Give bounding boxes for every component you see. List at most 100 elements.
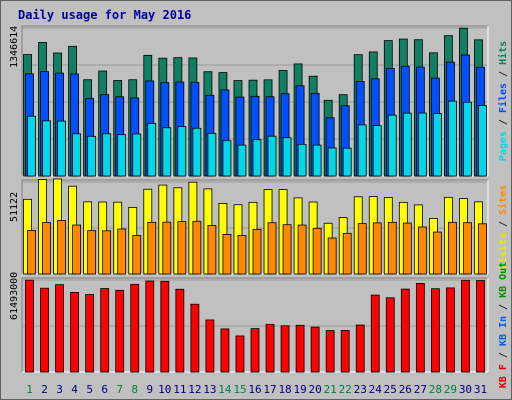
x-tick-label-day-16: 16: [248, 383, 261, 396]
bar-pages-day-8: [132, 133, 142, 177]
bar-kb-f-day-8: [130, 283, 140, 373]
legend-entry: /: [498, 65, 509, 83]
bar-pages-day-3: [57, 120, 66, 177]
x-tick-label-day-26: 26: [399, 383, 412, 396]
legend-entry: Files: [497, 83, 509, 113]
bar-pages-day-21: [327, 147, 337, 177]
bar-pages-day-25: [387, 114, 397, 177]
bar-sites-day-29: [448, 221, 457, 275]
bar-pages-day-12: [192, 127, 202, 177]
bar-kb-f-day-6: [100, 288, 110, 373]
bar-kb-f-day-21: [325, 330, 335, 373]
bar-kb-f-day-16: [250, 328, 260, 373]
bar-kb-f-day-30: [461, 279, 470, 373]
bar-sites-day-14: [222, 234, 232, 275]
x-tick-label-day-14: 14: [218, 383, 232, 396]
x-tick-label-day-31: 31: [474, 383, 487, 396]
bar-pages-day-23: [357, 124, 367, 177]
bar-sites-day-26: [402, 222, 412, 275]
x-tick-label-day-20: 20: [309, 383, 322, 396]
bar-pages-day-22: [342, 147, 352, 177]
x-tick-label-day-10: 10: [158, 383, 171, 396]
legend-bottom: KB F / KB In / KB Out: [498, 262, 509, 388]
x-tick-label-day-7: 7: [116, 383, 123, 396]
bar-kb-f-day-26: [400, 288, 410, 373]
x-tick-label-day-9: 9: [146, 383, 153, 396]
bar-pages-day-17: [267, 135, 277, 177]
bar-pages-day-16: [252, 139, 262, 177]
bar-sites-day-31: [478, 223, 487, 275]
bar-kb-f-day-25: [385, 297, 395, 373]
x-tick-label-day-28: 28: [429, 383, 442, 396]
x-tick-label-day-4: 4: [71, 383, 78, 396]
bar-pages-day-13: [207, 132, 217, 177]
series-pages: [27, 100, 487, 177]
axis-max-label-top: 1346614: [9, 26, 20, 68]
bar-kb-f-day-23: [355, 324, 365, 373]
bar-sites-day-3: [57, 220, 66, 275]
bar-pages-day-5: [87, 135, 97, 177]
bar-sites-day-27: [417, 226, 427, 275]
legend-entry: Sites: [497, 185, 509, 215]
bar-kb-f-day-18: [280, 325, 290, 373]
bar-pages-day-6: [102, 133, 112, 177]
bar-sites-day-19: [297, 224, 307, 275]
bar-pages-day-9: [147, 122, 157, 177]
bar-sites-day-28: [432, 231, 442, 275]
bar-kb-f-day-4: [70, 292, 80, 373]
x-tick-label-day-22: 22: [339, 383, 352, 396]
x-tick-label-day-29: 29: [444, 383, 457, 396]
x-tick-label-day-11: 11: [173, 383, 186, 396]
bar-sites-day-15: [237, 235, 247, 275]
bar-sites-day-16: [252, 228, 262, 275]
bar-pages-day-31: [478, 105, 487, 177]
x-tick-label-day-2: 2: [41, 383, 48, 396]
bar-sites-day-12: [192, 220, 202, 275]
bar-kb-f-day-20: [310, 326, 320, 373]
x-tick-label-day-6: 6: [101, 383, 108, 396]
bar-sites-day-9: [147, 221, 157, 275]
x-tick-label-day-27: 27: [414, 383, 427, 396]
series-sites: [27, 220, 487, 275]
bar-pages-day-2: [42, 120, 51, 177]
bar-kb-f-day-28: [430, 288, 440, 373]
x-tick-label-day-24: 24: [369, 383, 383, 396]
bar-kb-f-day-1: [25, 279, 34, 373]
bar-pages-day-19: [297, 143, 307, 177]
legend-entry: Visits: [497, 233, 509, 269]
bar-kb-f-day-10: [160, 280, 170, 373]
panel-middle: 51122 Visits / Sites: [9, 178, 509, 275]
bar-kb-f-day-29: [446, 287, 455, 373]
bar-kb-f-day-31: [476, 280, 485, 373]
legend-entry: /: [498, 215, 509, 233]
legend-entry: Hits: [497, 41, 509, 65]
legend-middle: Visits / Sites: [497, 185, 509, 269]
bar-pages-day-30: [463, 101, 472, 177]
bar-sites-day-18: [282, 224, 292, 275]
axis-max-label-middle: 51122: [9, 192, 20, 222]
bar-sites-day-21: [327, 237, 337, 275]
bar-sites-day-8: [132, 235, 142, 275]
bar-sites-day-17: [267, 222, 277, 275]
panel-top: 1346614 Pages / Files / Hits: [9, 25, 509, 177]
x-tick-label-day-23: 23: [354, 383, 367, 396]
bar-sites-day-1: [27, 230, 36, 275]
bar-pages-day-4: [72, 133, 82, 177]
bar-pages-day-26: [402, 112, 412, 177]
bar-sites-day-7: [117, 228, 127, 275]
x-tick-label-day-13: 13: [203, 383, 216, 396]
bar-kb-f-day-11: [175, 288, 185, 373]
bar-sites-day-24: [372, 222, 382, 275]
bar-pages-day-14: [222, 140, 232, 177]
x-tick-label-day-1: 1: [26, 383, 33, 396]
bar-kb-f-day-9: [145, 280, 155, 373]
x-tick-label-day-3: 3: [56, 383, 63, 396]
bar-sites-day-10: [162, 221, 172, 275]
legend-top: Pages / Files / Hits: [497, 41, 509, 161]
bar-sites-day-4: [72, 224, 82, 275]
bar-kb-f-day-3: [55, 284, 64, 373]
bar-pages-day-24: [372, 125, 382, 177]
legend-entry: KB Out: [498, 262, 509, 298]
bar-pages-day-15: [237, 144, 247, 177]
bar-pages-day-28: [432, 113, 442, 177]
